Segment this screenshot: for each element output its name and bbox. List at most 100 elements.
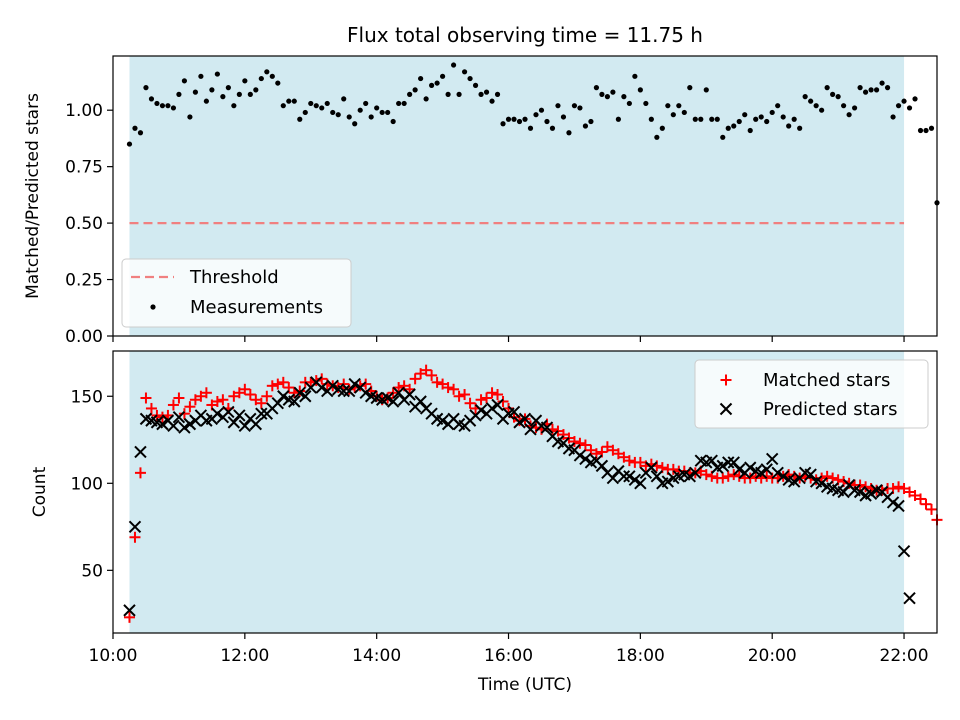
top-legend: Threshold Measurements [121, 258, 352, 328]
predicted-star-point [595, 459, 609, 473]
measurement-point [357, 107, 363, 113]
matched-star-point [431, 376, 443, 388]
measurement-point [423, 96, 429, 102]
predicted-star-point [689, 466, 702, 480]
matched-star-point [244, 389, 256, 401]
measurement-point [308, 100, 314, 107]
measurement-point [291, 98, 297, 104]
predicted-star-point [705, 454, 718, 467]
measurement-point [132, 125, 138, 131]
measurement-point [159, 103, 166, 109]
predicted-star-point [765, 452, 779, 466]
matched-star-point [316, 373, 328, 385]
top-y-tick-label: 0.25 [65, 271, 103, 291]
measurement-point [247, 91, 253, 97]
measurement-point [593, 85, 600, 91]
measurement-point [687, 85, 693, 91]
measurement-point [379, 109, 385, 116]
measurement-point [873, 87, 880, 93]
measurement-point [467, 75, 473, 82]
measurement-point [643, 100, 649, 107]
measurement-point [533, 112, 539, 118]
predicted-star-point [853, 485, 867, 499]
matched-star-point [145, 402, 157, 414]
matched-star-point [310, 375, 322, 387]
predicted-star-point [178, 421, 191, 434]
bottom-x-tick-label: 12:00 [220, 646, 269, 666]
matched-star-point [129, 531, 141, 543]
predicted-star-point [436, 414, 449, 427]
predicted-star-point [381, 391, 394, 405]
predicted-star-point [249, 417, 263, 431]
matched-star-point [288, 387, 300, 399]
measurement-point [137, 130, 144, 136]
measurement-point [494, 91, 501, 97]
predicted-star-point [485, 402, 499, 415]
measurement-point [830, 91, 836, 97]
measurement-point [401, 100, 407, 107]
predicted-star-point [683, 470, 697, 483]
measurement-point [385, 109, 391, 116]
predicted-star-point [491, 398, 504, 412]
predicted-star-point [634, 477, 647, 490]
top-y-axis-label: Matched/Predicted stars [23, 93, 43, 299]
measurement-point [835, 94, 841, 100]
predicted-star-point [573, 449, 587, 462]
measurement-point [681, 109, 687, 116]
bottom-legend: Matched stars Predicted stars [694, 359, 929, 429]
measurement-point [676, 103, 682, 109]
predicted-star-point [755, 466, 768, 480]
matched-star-point [409, 373, 421, 385]
measurement-point [478, 91, 484, 97]
measurement-point [846, 112, 852, 118]
measurement-point [698, 116, 704, 122]
measurement-point [884, 85, 891, 91]
measurement-point [582, 123, 589, 129]
matched-star-point [464, 397, 476, 409]
measurement-point [126, 141, 133, 147]
measurement-point [703, 87, 709, 93]
measurement-point [538, 107, 545, 113]
measurement-point [797, 125, 803, 131]
predicted-star-point [288, 395, 301, 408]
predicted-star-point [227, 416, 241, 429]
matched-star-point [915, 493, 927, 505]
predicted-star-point [903, 591, 916, 605]
matched-star-point [393, 382, 405, 394]
bottom-x-axis: 10:00 12:00 14:00 16:00 18:00 20:00 22:00 [89, 633, 929, 666]
matched-star-point [453, 390, 465, 402]
predicted-star-point [645, 461, 658, 474]
predicted-star-point [392, 386, 405, 399]
measurement-point [709, 116, 715, 122]
predicted-star-point [787, 475, 801, 488]
measurement-point [769, 109, 775, 116]
measurement-point [440, 73, 446, 79]
bottom-legend-box [694, 359, 929, 429]
matched-star-point [404, 383, 416, 395]
matched-star-point [717, 472, 729, 484]
measurement-point [599, 91, 605, 97]
predicted-star-point [403, 388, 416, 401]
predicted-star-point [892, 499, 905, 513]
measurement-point [445, 91, 451, 97]
predicted-star-point [183, 417, 197, 431]
bottom-x-tick-label: 18:00 [616, 646, 665, 666]
predicted-star-point [815, 477, 828, 490]
measurement-point [786, 123, 792, 129]
matched-star-point [821, 470, 833, 482]
matched-star-point [134, 467, 146, 479]
predicted-star-point [837, 485, 850, 499]
bottom-y-axis-label: Count [30, 466, 50, 517]
matched-star-point [448, 383, 460, 395]
measurement-point [753, 116, 759, 122]
legend-predicted-swatch [719, 402, 733, 416]
top-x-axis-ticks [112, 336, 905, 342]
measurement-point [286, 98, 292, 104]
measurement-point [302, 109, 308, 116]
measurement-point [214, 71, 220, 77]
measurement-point [747, 127, 753, 134]
measurement-point [148, 96, 155, 102]
bottom-x-axis-label: Time (UTC) [477, 675, 572, 695]
predicted-star-point [886, 496, 900, 509]
measurement-point [862, 89, 869, 95]
